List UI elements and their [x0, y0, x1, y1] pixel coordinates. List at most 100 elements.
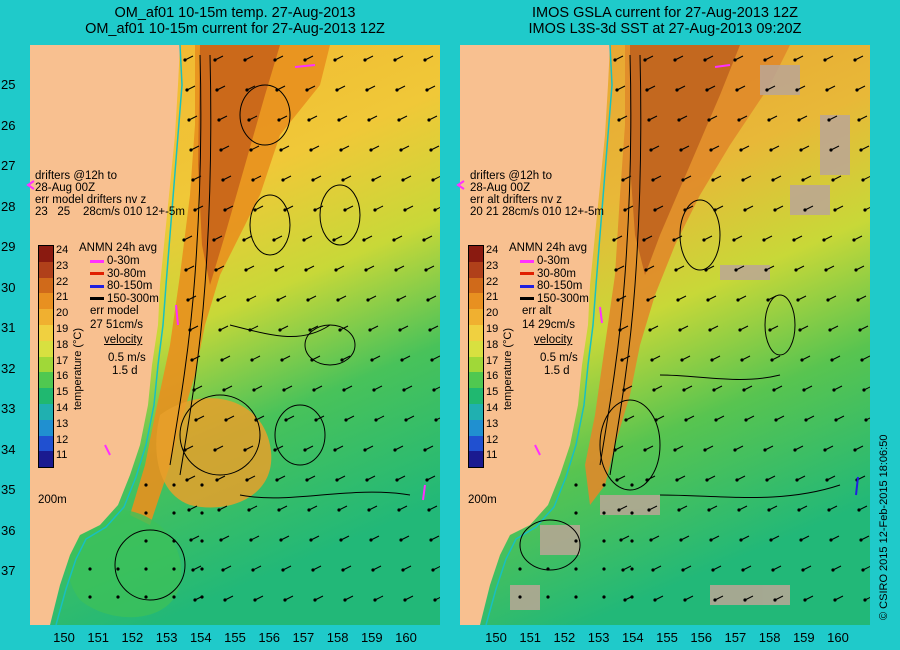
- vector-arrow: [715, 415, 725, 421]
- colorbar-swatch: [39, 388, 53, 404]
- left-lon-tick-156: 156: [258, 630, 281, 645]
- vector-arrow: [683, 385, 693, 391]
- vector-arrow: [613, 235, 623, 241]
- vector-arrow: [218, 505, 228, 511]
- vector-arrow: [685, 415, 695, 421]
- vector-arrow: [798, 115, 808, 121]
- vector-arrow: [864, 596, 870, 601]
- left-lon-tick-153: 153: [155, 630, 178, 645]
- vector-arrow: [710, 145, 720, 151]
- vector-arrow: [649, 325, 659, 331]
- colorbar-tick: 15: [56, 386, 69, 399]
- vector-arrow: [770, 535, 780, 541]
- vector-arrow: [280, 145, 290, 151]
- vector-arrow: [425, 265, 435, 271]
- vector-arrow: [338, 505, 348, 511]
- vector-arrow: [824, 55, 834, 61]
- left-map-panel[interactable]: [30, 45, 440, 625]
- right-lon-tick-154: 154: [621, 630, 644, 645]
- vector-arrow: [714, 595, 724, 601]
- left-colorbar: [38, 245, 54, 469]
- vector-arrow: [773, 385, 783, 391]
- left-vector-dots: [88, 55, 440, 602]
- legend-item: 0-30m: [90, 255, 140, 267]
- right-colorbar-ticks: 24 23 22 21 20 19 18 17 16 15 14 13 12 11: [486, 244, 498, 465]
- vector-arrow: [430, 535, 440, 541]
- vector-arrow: [654, 205, 664, 211]
- vector-arrow: [311, 355, 321, 361]
- vector-arrow: [245, 265, 255, 271]
- colorbar-tick: 22: [56, 275, 69, 288]
- vector-arrow: [833, 385, 843, 391]
- vector-arrow: [704, 445, 714, 451]
- vector-dot: [630, 595, 634, 599]
- vector-arrow: [335, 265, 345, 271]
- vector-arrow: [187, 295, 197, 301]
- colorbar-tick: 22: [486, 275, 499, 288]
- right-lon-tick-156: 156: [690, 630, 713, 645]
- right-lon-tick-157: 157: [724, 630, 747, 645]
- left-eddy-warm: [156, 398, 272, 508]
- vector-arrow: [681, 355, 691, 361]
- lat-tick-25: 25: [1, 77, 16, 92]
- vector-arrow: [739, 325, 749, 331]
- vector-dot: [88, 567, 92, 571]
- vector-arrow: [192, 175, 202, 181]
- right-streamlines: [519, 54, 841, 571]
- vector-arrow: [218, 115, 228, 121]
- vector-arrow: [616, 85, 626, 91]
- vector-arrow: [248, 115, 258, 121]
- vector-arrow: [368, 115, 378, 121]
- vector-arrow: [858, 115, 868, 121]
- vector-arrow: [823, 235, 833, 241]
- vector-arrow: [653, 385, 663, 391]
- vector-arrow: [652, 175, 662, 181]
- vector-arrow: [225, 415, 235, 421]
- vector-arrow: [370, 535, 380, 541]
- vector-arrow: [188, 115, 198, 121]
- vector-arrow: [738, 505, 748, 511]
- vector-arrow: [734, 445, 744, 451]
- colorbar-swatch: [469, 261, 483, 278]
- right-map-panel[interactable]: [460, 45, 870, 625]
- vector-arrow: [184, 445, 194, 451]
- vector-arrow: [742, 175, 752, 181]
- vector-arrow: [859, 325, 869, 331]
- vector-arrow: [768, 115, 778, 121]
- vector-arrow: [247, 295, 257, 301]
- vector-dot: [116, 595, 120, 599]
- vector-arrow: [372, 565, 382, 571]
- vector-arrow: [763, 235, 773, 241]
- legend-swatch: [520, 297, 534, 300]
- vector-arrow: [646, 475, 656, 481]
- vector-arrow: [367, 295, 377, 301]
- left-lon-tick-159: 159: [360, 630, 383, 645]
- right-drifters-text: drifters @12h to 28-Aug 00Z err alt drif…: [470, 170, 604, 218]
- colorbar-tick: 12: [56, 433, 69, 446]
- vector-dot: [574, 567, 578, 571]
- vector-arrow: [708, 115, 718, 121]
- vector-arrow: [244, 445, 254, 451]
- left-lon-tick-155: 155: [224, 630, 246, 645]
- legend-item: 30-80m: [520, 268, 576, 280]
- right-panel-title: IMOS GSLA current for 27-Aug-2013 12Z IM…: [460, 5, 870, 37]
- vector-arrow: [243, 235, 253, 241]
- vector-arrow: [774, 205, 784, 211]
- vector-arrow: [684, 595, 694, 601]
- colorbar-tick: 18: [56, 338, 69, 351]
- vector-arrow: [652, 565, 662, 571]
- lat-tick-33: 33: [1, 401, 16, 416]
- vector-arrow: [426, 85, 436, 91]
- vector-arrow: [246, 85, 256, 91]
- vector-arrow: [250, 535, 260, 541]
- vector-dot: [200, 483, 204, 487]
- vector-arrow: [775, 415, 785, 421]
- vector-arrow: [309, 325, 319, 331]
- vector-arrow: [648, 505, 658, 511]
- vector-arrow: [192, 565, 202, 571]
- vector-arrow: [865, 417, 870, 421]
- vector-arrow: [308, 505, 318, 511]
- right-vector-dots: [518, 55, 870, 602]
- left-err-label: err model: [90, 305, 139, 317]
- vector-dot: [602, 483, 606, 487]
